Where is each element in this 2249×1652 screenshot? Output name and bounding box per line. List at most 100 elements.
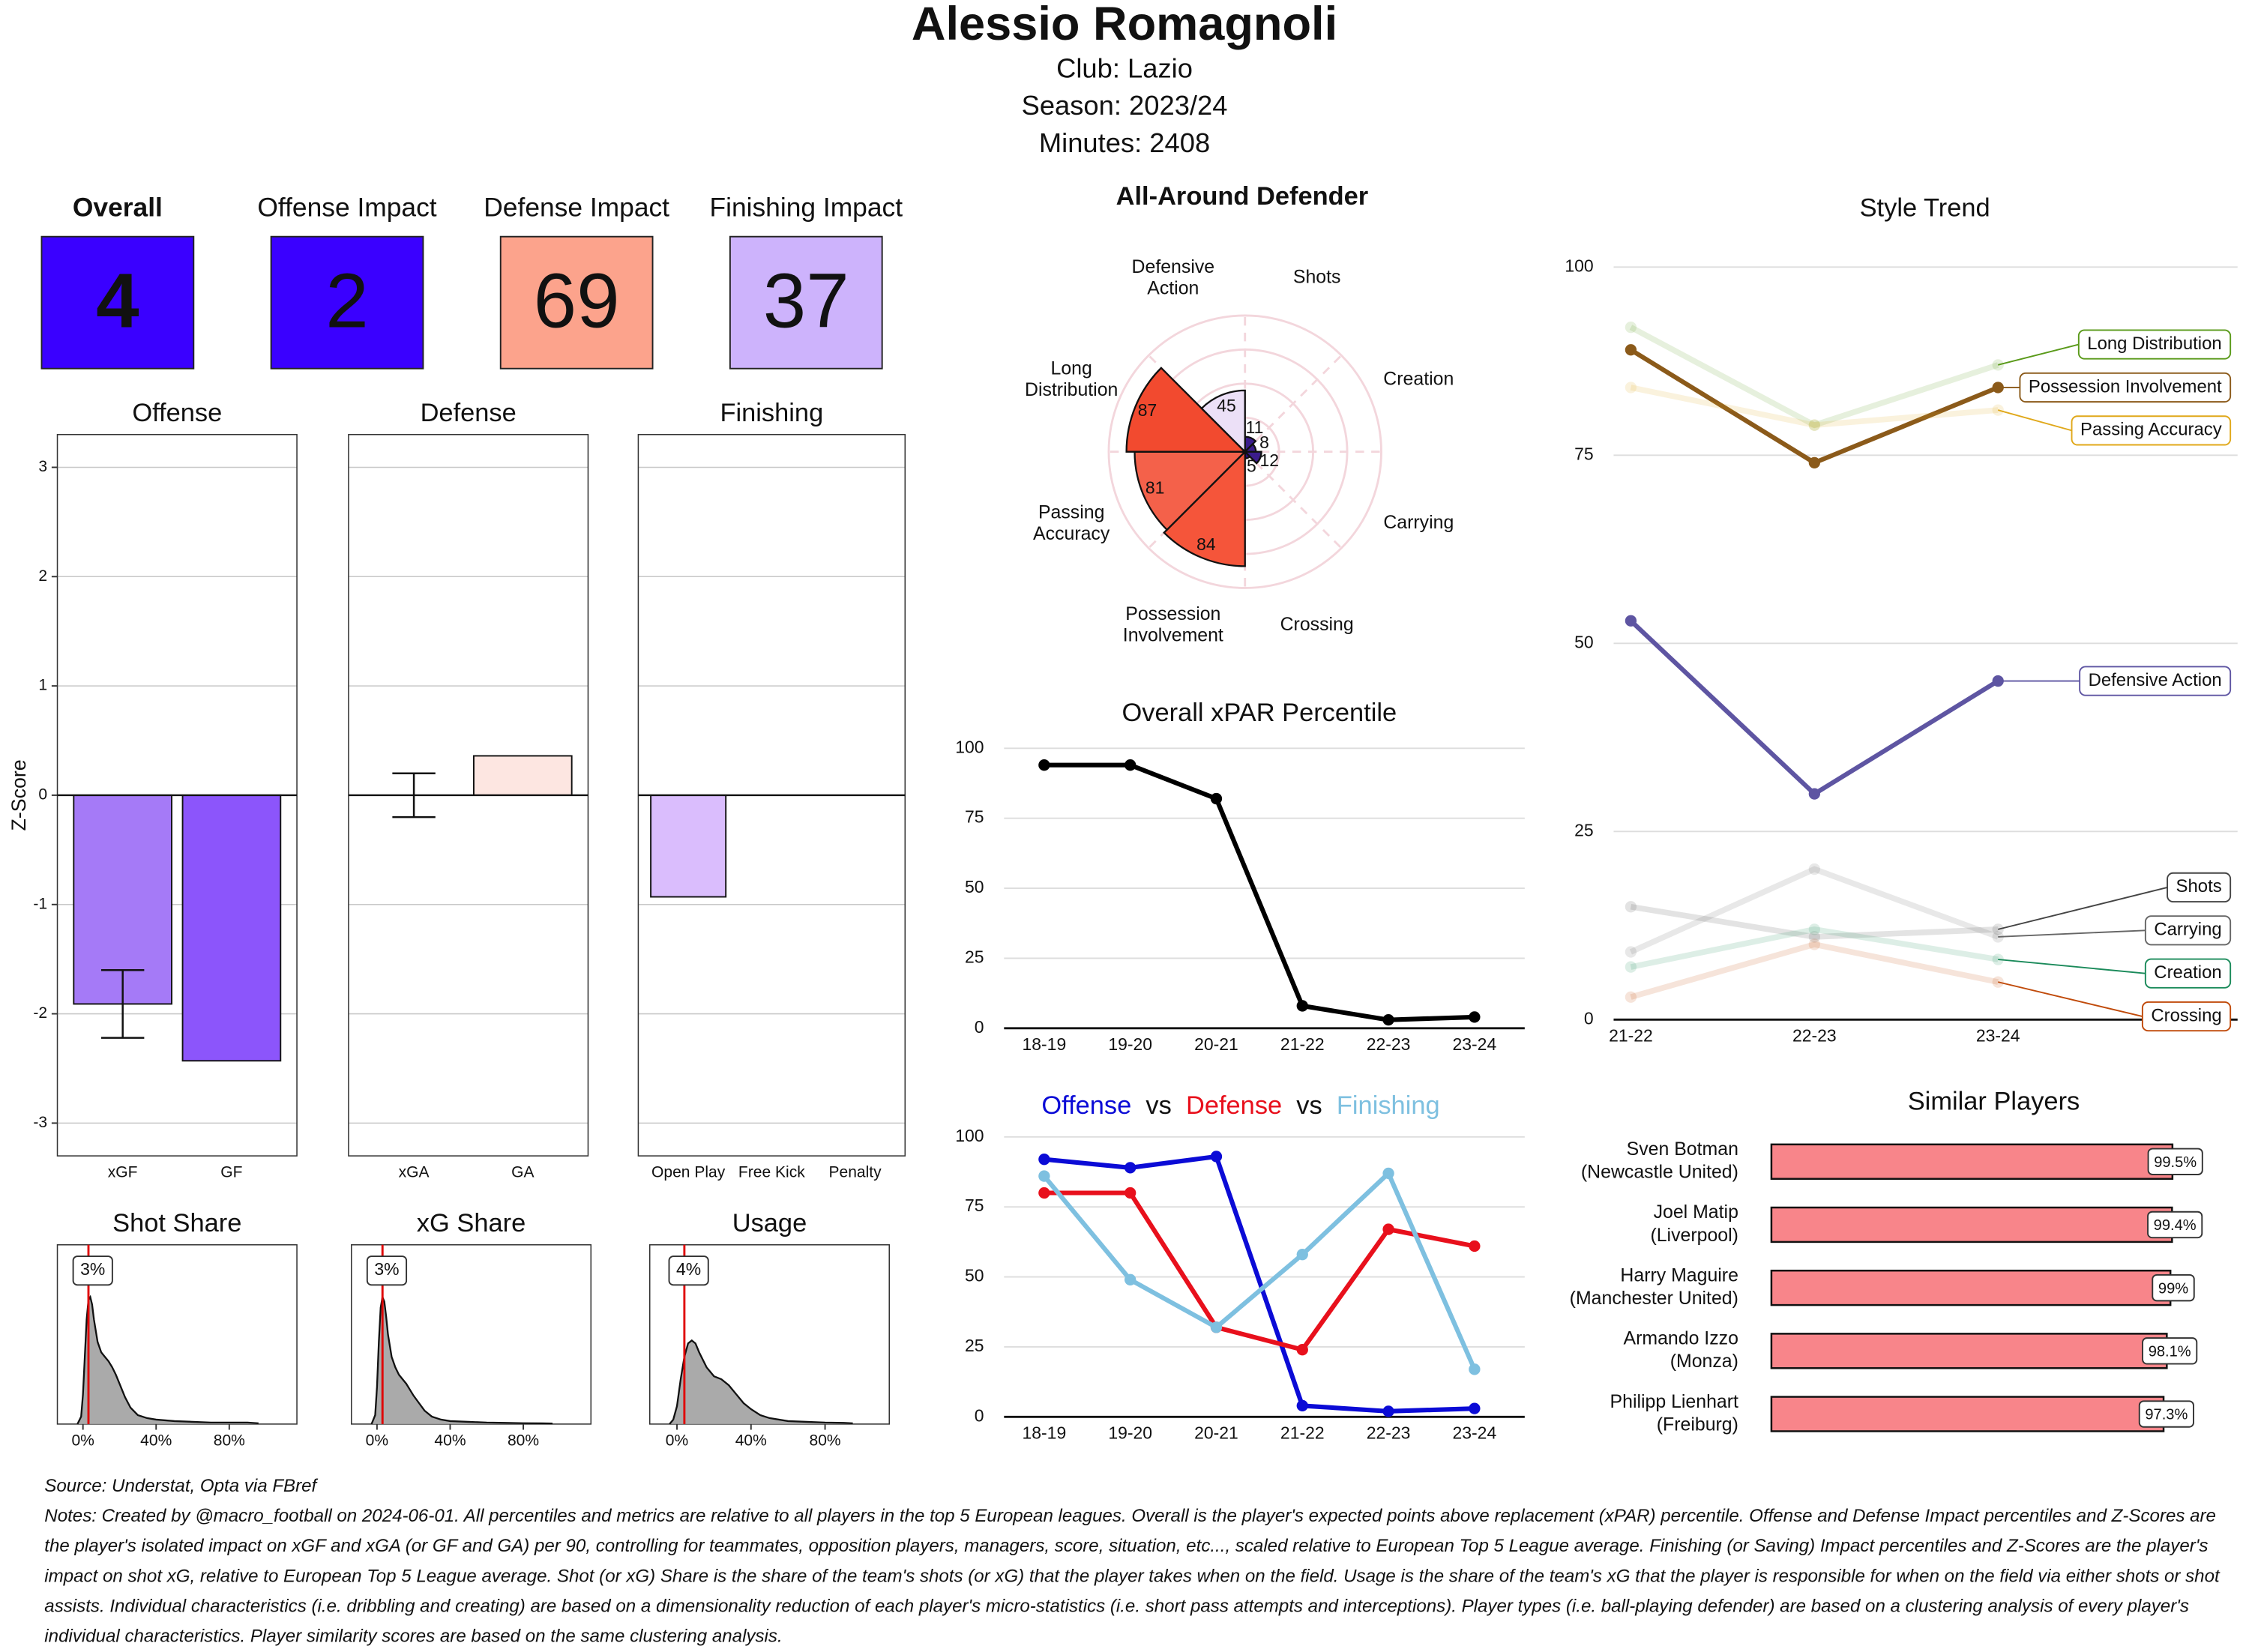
player-name: Armando Izzo xyxy=(1624,1328,1738,1349)
series-label-box xyxy=(2141,1001,2232,1032)
player-club: (Manchester United) xyxy=(1570,1288,1738,1309)
y-tick-label: 25 xyxy=(965,1336,984,1355)
y-tick-label: 100 xyxy=(1565,256,1593,275)
density-area xyxy=(371,1297,553,1424)
x-tick-label: 23-24 xyxy=(1453,1034,1497,1054)
marker-label-box xyxy=(72,1255,113,1286)
panel-title: Similar Players xyxy=(1908,1087,2080,1115)
value-label-box xyxy=(2147,1148,2203,1175)
panel-title: Offense vs Defense vs Finishing xyxy=(1041,1091,1439,1120)
x-tick-label: 0% xyxy=(366,1432,388,1449)
point xyxy=(1038,1187,1050,1199)
footer: Source: Understat, Opta via FBref Notes:… xyxy=(44,1471,2227,1652)
point xyxy=(1210,792,1223,805)
y-tick-label: -1 xyxy=(33,895,47,912)
x-tick-label: 0% xyxy=(71,1432,94,1449)
panel-title: Defense xyxy=(421,399,517,427)
y-tick-label: 50 xyxy=(1574,632,1594,651)
series-line xyxy=(1629,618,1999,797)
density-line xyxy=(370,1294,553,1425)
y-tick-label: 75 xyxy=(1574,444,1594,463)
x-tick-label: Penalty xyxy=(828,1164,882,1181)
bar xyxy=(1770,1269,2172,1306)
y-tick-label: 25 xyxy=(965,947,984,967)
point xyxy=(1382,1223,1394,1235)
x-tick-label: 40% xyxy=(140,1432,172,1449)
x-tick-label: 21-22 xyxy=(1280,1423,1325,1442)
point xyxy=(1296,1344,1308,1356)
title-series-name: Finishing xyxy=(1337,1091,1440,1120)
point xyxy=(1625,321,1637,334)
series-line xyxy=(1629,866,1999,955)
point xyxy=(1038,759,1050,771)
category-label: Carrying xyxy=(1383,512,1454,533)
point xyxy=(1469,1011,1481,1023)
point xyxy=(1210,1151,1223,1163)
panel-title: Offense xyxy=(132,399,222,427)
x-tick-label: xGA xyxy=(399,1164,430,1181)
player-name: Sven Botman xyxy=(1627,1139,1738,1160)
point xyxy=(1382,1167,1394,1180)
point xyxy=(1808,938,1820,950)
series-line xyxy=(1044,1154,1475,1414)
y-tick-label: 75 xyxy=(965,1196,984,1215)
series-label-box xyxy=(2144,958,2232,989)
category-label: Possession Involvement xyxy=(1123,603,1223,646)
series-line xyxy=(1630,926,1999,970)
y-tick-label: 100 xyxy=(955,1126,984,1145)
player-name: Harry Maguire xyxy=(1620,1264,1738,1285)
title-separator: vs xyxy=(1145,1091,1171,1120)
x-tick-label: 20-21 xyxy=(1194,1034,1238,1054)
density-line xyxy=(76,1294,259,1425)
point xyxy=(1469,1363,1481,1375)
series-label-connector xyxy=(1997,409,2072,432)
point xyxy=(1469,1402,1481,1414)
y-tick-label: 25 xyxy=(1574,820,1594,839)
series-label-connector xyxy=(1998,959,2146,974)
series-line xyxy=(1629,325,1999,429)
point xyxy=(1382,1405,1394,1417)
series-label: Possession Involvement xyxy=(2029,376,2222,397)
value-label: 97.3% xyxy=(2145,1407,2188,1423)
x-tick-label: xGF xyxy=(108,1164,138,1181)
panel-title: All-Around Defender xyxy=(1116,182,1369,211)
marker-label: 3% xyxy=(374,1259,399,1279)
club: Club: Lazio xyxy=(1056,52,1193,83)
category-label: Shots xyxy=(1293,267,1341,288)
point xyxy=(1296,1399,1308,1412)
series-label: Shots xyxy=(2176,876,2222,896)
y-tick-label: 50 xyxy=(965,1266,984,1285)
point xyxy=(1625,382,1637,394)
tile-title: Defense Impact xyxy=(484,193,669,223)
x-tick-label: 18-19 xyxy=(1023,1423,1067,1442)
wedge xyxy=(1125,367,1247,453)
x-tick-label: 80% xyxy=(810,1432,841,1449)
wedge xyxy=(1163,449,1246,567)
x-tick-label: 22-23 xyxy=(1367,1423,1411,1442)
season: Season: 2023/24 xyxy=(1022,90,1228,121)
point xyxy=(1808,863,1820,875)
point xyxy=(1469,1240,1481,1252)
category-label: Creation xyxy=(1383,368,1454,389)
point xyxy=(1382,1013,1394,1026)
tile xyxy=(270,235,424,370)
point xyxy=(1124,1187,1136,1199)
series-label-connector xyxy=(1998,981,2143,1018)
player-club: (Freiburg) xyxy=(1657,1414,1738,1435)
x-tick-label: Free Kick xyxy=(738,1164,805,1181)
point xyxy=(1625,901,1637,913)
y-tick-label: 100 xyxy=(955,737,984,756)
x-tick-label: 40% xyxy=(434,1432,466,1449)
y-axis-label: Z-Score xyxy=(7,759,30,830)
marker-label-box xyxy=(668,1255,709,1286)
panel-title: Overall xPAR Percentile xyxy=(1122,699,1397,727)
y-tick-label: -3 xyxy=(33,1114,47,1131)
point xyxy=(1808,419,1820,431)
series-label-connector xyxy=(1998,929,2146,938)
value-label: 84 xyxy=(1196,534,1216,554)
point xyxy=(1625,344,1637,356)
point xyxy=(1808,456,1820,469)
panel-title: Usage xyxy=(732,1209,807,1238)
point xyxy=(1808,419,1820,431)
